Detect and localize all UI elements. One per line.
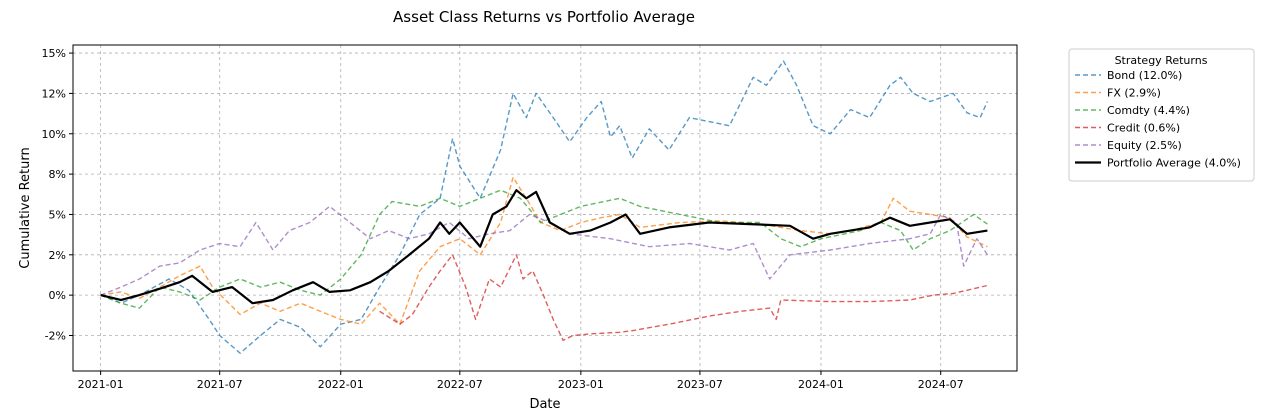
- grid-layer: [73, 45, 1017, 371]
- legend-label: Bond (12.0%): [1107, 69, 1182, 82]
- legend-label: Credit (0.6%): [1107, 122, 1180, 135]
- y-tick-label: 8%: [49, 168, 66, 181]
- y-tick-label: 10%: [42, 128, 66, 141]
- legend-label: Comdty (4.4%): [1107, 104, 1190, 117]
- x-tick-label: 2021-07: [197, 378, 243, 391]
- x-axis-label: Date: [529, 397, 560, 412]
- x-tick-label: 2022-07: [437, 378, 483, 391]
- y-tick-label: 12%: [42, 87, 66, 100]
- series-line: [100, 205, 988, 296]
- legend-title: Strategy Returns: [1115, 54, 1208, 67]
- legend-items: Bond (12.0%) FX (2.9%) Comdty (4.4%) Credit…: [1075, 69, 1241, 170]
- series-line: [100, 189, 988, 305]
- y-tick-label: -2%: [45, 329, 66, 342]
- plot-frame: [72, 44, 1018, 372]
- x-tick-label: 2021-01: [78, 378, 124, 391]
- y-axis-ticks: -2% 0% 2% 5% 8% 10% 12% 15%: [42, 47, 73, 342]
- y-tick-label: 2%: [49, 249, 66, 262]
- legend-label: Portfolio Average (4.0%): [1107, 157, 1241, 170]
- y-tick-label: 15%: [42, 47, 66, 60]
- chart-title: Asset Class Returns vs Portfolio Average: [393, 8, 695, 26]
- x-tick-label: 2024-07: [918, 378, 964, 391]
- series-layer: [100, 60, 989, 354]
- x-tick-label: 2022-01: [318, 378, 364, 391]
- x-tick-label: 2023-07: [677, 378, 723, 391]
- y-tick-label: 5%: [49, 208, 66, 221]
- x-tick-label: 2023-01: [558, 378, 604, 391]
- y-axis-label: Cumulative Return: [18, 147, 33, 268]
- legend: Strategy Returns Bond (12.0%) FX (2.9%) Co…: [1068, 48, 1255, 182]
- legend-label: Equity (2.5%): [1107, 139, 1182, 152]
- series-line: [100, 176, 988, 325]
- series-line: [100, 60, 989, 354]
- legend-label: FX (2.9%): [1107, 87, 1161, 100]
- x-axis-ticks: 2021-01 2021-07 2022-01 2022-07 2023-01 2023-…: [78, 371, 964, 391]
- series-line: [379, 254, 988, 341]
- x-tick-label: 2024-01: [798, 378, 844, 391]
- legend-box: [1068, 48, 1255, 182]
- y-tick-label: 0%: [49, 289, 66, 302]
